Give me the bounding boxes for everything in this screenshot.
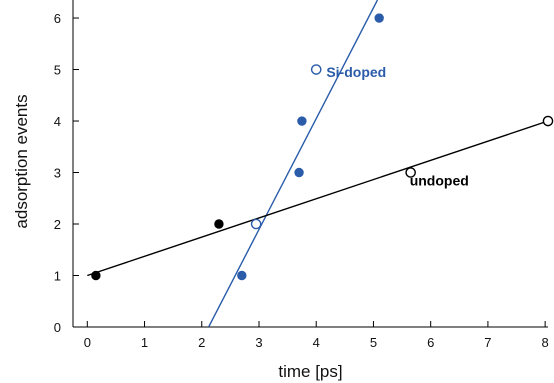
- x-tick-label: 7: [484, 335, 491, 350]
- undoped-fit-line: [87, 120, 549, 277]
- si-doped-filled-point: [374, 13, 384, 23]
- si-doped-fit-line: [208, 0, 379, 327]
- x-tick-label: 3: [255, 335, 262, 350]
- x-tick-label: 8: [542, 335, 549, 350]
- x-axis-title: time [ps]: [278, 362, 342, 381]
- si-doped-filled-point: [297, 116, 307, 126]
- x-tick-label: 6: [427, 335, 434, 350]
- si-doped-filled-point: [294, 167, 304, 178]
- y-tick-label: 1: [54, 269, 61, 284]
- y-tick-label: 5: [54, 63, 61, 78]
- si-doped-annotation: Si-doped: [326, 64, 386, 80]
- y-tick-label: 2: [54, 217, 61, 232]
- x-tick-label: 1: [141, 335, 148, 350]
- si-doped-open-point: [310, 64, 322, 75]
- y-tick-label: 0: [54, 320, 61, 335]
- y-tick-label: 3: [54, 166, 61, 181]
- x-tick-label: 0: [84, 335, 91, 350]
- undoped-filled-point: [91, 270, 101, 281]
- undoped-filled-point: [214, 219, 224, 229]
- y-axis-title: adsorption events: [12, 94, 31, 228]
- undoped-annotation: undoped: [410, 172, 469, 188]
- y-tick-label: 6: [54, 11, 61, 26]
- undoped-open-point: [405, 167, 416, 178]
- si-doped-filled-point: [237, 270, 247, 281]
- x-tick-label: 2: [198, 335, 205, 350]
- x-tick-label: 4: [313, 335, 320, 350]
- x-tick-label: 5: [370, 335, 377, 350]
- undoped-open-point: [542, 115, 554, 127]
- si-doped-open-point: [250, 218, 262, 230]
- y-tick-label: 4: [54, 114, 61, 129]
